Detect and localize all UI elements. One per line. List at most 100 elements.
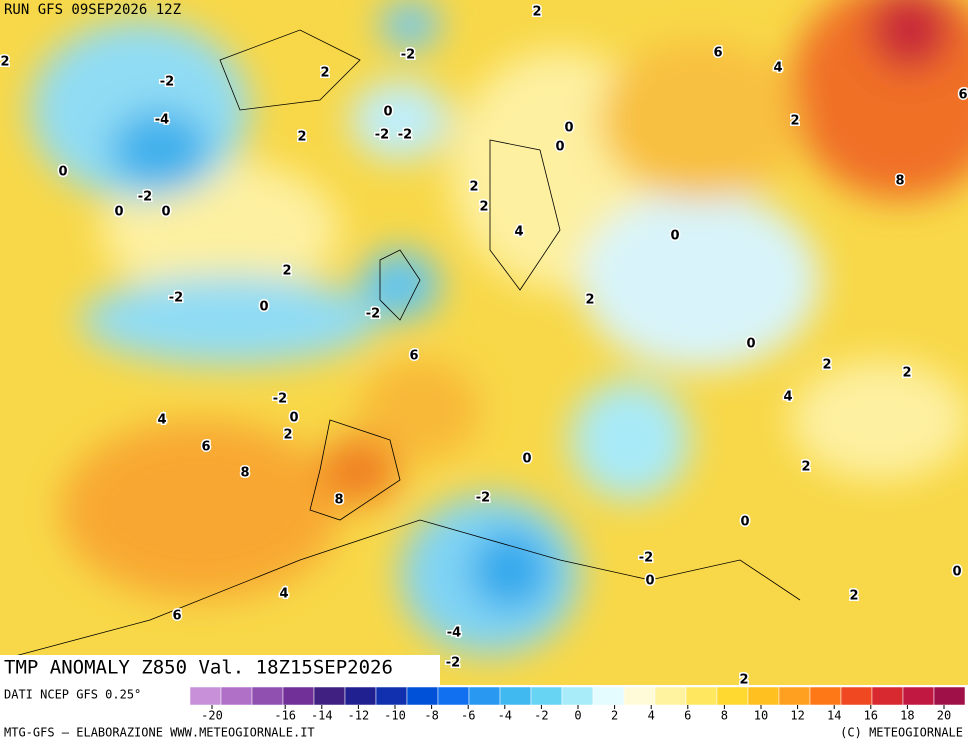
contour-label: -4 (155, 113, 169, 128)
contour-label: 6 (201, 440, 210, 455)
source-label: DATI NCEP GFS 0.25° (4, 688, 141, 702)
colorbar-tick-label: -12 (348, 709, 370, 723)
contour-label: 0 (555, 140, 564, 155)
colorbar-swatch (840, 686, 873, 706)
colorbar-swatch (406, 686, 439, 706)
colorbar-tick-label: -20 (201, 709, 223, 723)
colorbar-swatch (623, 686, 656, 706)
contour-label: 0 (952, 565, 961, 580)
colorbar-swatch (499, 686, 532, 706)
colorbar-tick-label: 12 (790, 709, 804, 723)
contour-label: 2 (790, 114, 799, 129)
colorbar-swatch (871, 686, 904, 706)
contour-label: 2 (282, 264, 291, 279)
colorbar-swatch (747, 686, 780, 706)
contour-label: 2 (469, 180, 478, 195)
colorbar-tick-label: -4 (498, 709, 512, 723)
contour-label: -2 (639, 551, 653, 566)
colorbar-tick-label: 20 (937, 709, 951, 723)
contour-label: 4 (514, 225, 523, 240)
colorbar-swatch (468, 686, 501, 706)
contour-label: 6 (172, 609, 181, 624)
contour-label: 2 (283, 428, 292, 443)
colorbar-tick-label: 4 (648, 709, 655, 723)
colorbar-tick-label: -6 (461, 709, 475, 723)
contour-label: 0 (161, 205, 170, 220)
colorbar-swatch (220, 686, 253, 706)
colorbar-swatch (344, 686, 377, 706)
contour-label: 0 (645, 574, 654, 589)
contour-label: -2 (169, 291, 183, 306)
colorbar-swatch (778, 686, 811, 706)
contour-label: -2 (401, 48, 415, 63)
colorbar-swatch (809, 686, 842, 706)
footer-left: MTG-GFS – ELABORAZIONE WWW.METEOGIORNALE… (4, 726, 315, 740)
contour-label: 0 (740, 515, 749, 530)
contour-label: 0 (58, 165, 67, 180)
colorbar-swatch (561, 686, 594, 706)
map (0, 0, 968, 685)
contour-label: 0 (670, 229, 679, 244)
contour-label: -2 (446, 656, 460, 671)
colorbar-tick-label: 18 (900, 709, 914, 723)
colorbar-swatch (902, 686, 935, 706)
contour-label: 4 (279, 587, 288, 602)
colorbar-tick-label: 0 (574, 709, 581, 723)
colorbar-tick-label: -8 (424, 709, 438, 723)
colorbar-swatch (189, 686, 222, 706)
contour-label: 0 (289, 411, 298, 426)
contour-label: 8 (334, 493, 343, 508)
title-box (0, 655, 440, 685)
contour-label: -4 (447, 626, 461, 641)
colorbar-tick-label: -10 (384, 709, 406, 723)
contour-label: -2 (375, 128, 389, 143)
colorbar-swatch (530, 686, 563, 706)
contour-label: 6 (409, 349, 418, 364)
contour-label: -2 (476, 491, 490, 506)
colorbar-tick-label: 8 (721, 709, 728, 723)
contour-label: 2 (0, 55, 9, 70)
contour-label: -2 (160, 75, 174, 90)
colorbar-swatch (933, 686, 966, 706)
contour-label: 2 (320, 66, 329, 81)
colorbar-tick-label: -16 (274, 709, 296, 723)
colorbar-swatch (716, 686, 749, 706)
contour-label: 2 (902, 366, 911, 381)
colorbar-tick-label: 2 (611, 709, 618, 723)
contour-label: 0 (522, 452, 531, 467)
contour-label: 4 (783, 390, 792, 405)
contour-label: 8 (240, 466, 249, 481)
colorbar-tick-label: 16 (864, 709, 878, 723)
contour-label: -2 (398, 128, 412, 143)
contour-label: 0 (259, 300, 268, 315)
colorbar-swatch (251, 686, 284, 706)
contour-label: 2 (849, 589, 858, 604)
contour-label: 2 (297, 130, 306, 145)
colorbar-swatch (282, 686, 315, 706)
colorbar-swatch (437, 686, 470, 706)
contour-label: 6 (713, 46, 722, 61)
colorbar-swatch (654, 686, 687, 706)
contour-label: 2 (822, 358, 831, 373)
colorbar-swatch (592, 686, 625, 706)
colorbar-tick-label: 10 (754, 709, 768, 723)
colorbar-tick-label: -2 (534, 709, 548, 723)
contour-label: -2 (366, 307, 380, 322)
contour-label: 2 (585, 293, 594, 308)
contour-label: 0 (114, 205, 123, 220)
contour-label: 0 (564, 121, 573, 136)
contour-label: 2 (479, 200, 488, 215)
contour-label: 2 (739, 673, 748, 688)
colorbar-tick-label: 14 (827, 709, 841, 723)
footer-right: (C) METEOGIORNALE (840, 726, 963, 740)
contour-label: 2 (801, 460, 810, 475)
contour-label: 2 (532, 5, 541, 20)
contour-label: -2 (138, 190, 152, 205)
colorbar-swatch (685, 686, 718, 706)
contour-label: 0 (383, 105, 392, 120)
run-label: RUN GFS 09SEP2026 12Z (4, 2, 181, 18)
colorbar-tick-label: -14 (311, 709, 333, 723)
contour-label: 4 (773, 61, 782, 76)
contour-label: 8 (895, 174, 904, 189)
